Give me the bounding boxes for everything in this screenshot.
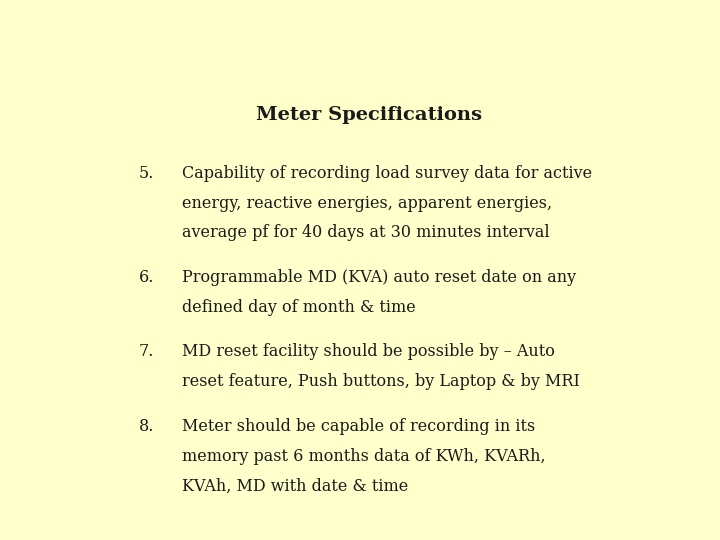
Text: Meter should be capable of recording in its: Meter should be capable of recording in … (182, 418, 535, 435)
Text: 5.: 5. (139, 165, 154, 181)
Text: Meter Specifications: Meter Specifications (256, 106, 482, 124)
Text: 7.: 7. (139, 343, 154, 360)
Text: reset feature, Push buttons, by Laptop & by MRI: reset feature, Push buttons, by Laptop &… (182, 373, 580, 390)
Text: memory past 6 months data of KWh, KVARh,: memory past 6 months data of KWh, KVARh, (182, 448, 546, 465)
Text: average pf for 40 days at 30 minutes interval: average pf for 40 days at 30 minutes int… (182, 225, 549, 241)
Text: defined day of month & time: defined day of month & time (182, 299, 416, 316)
Text: 6.: 6. (139, 269, 154, 286)
Text: Programmable MD (KVA) auto reset date on any: Programmable MD (KVA) auto reset date on… (182, 269, 576, 286)
Text: energy, reactive energies, apparent energies,: energy, reactive energies, apparent ener… (182, 194, 552, 212)
Text: 8.: 8. (139, 418, 154, 435)
Text: Capability of recording load survey data for active: Capability of recording load survey data… (182, 165, 592, 181)
Text: KVAh, MD with date & time: KVAh, MD with date & time (182, 478, 408, 495)
Text: MD reset facility should be possible by – Auto: MD reset facility should be possible by … (182, 343, 555, 360)
